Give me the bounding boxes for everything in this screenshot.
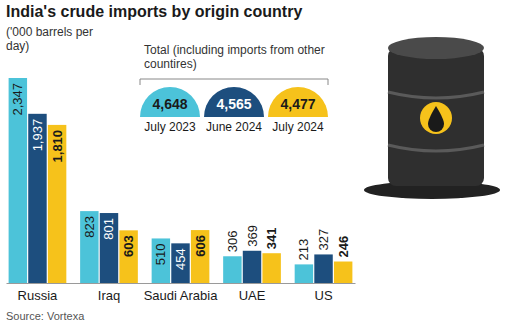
bar [262, 253, 280, 283]
x-tick: Russia [18, 283, 59, 303]
bar [9, 78, 27, 283]
bar [334, 262, 352, 283]
text-line: Total (including imports from other [144, 43, 325, 57]
x-tick-label: Russia [18, 288, 59, 303]
bar [119, 230, 137, 283]
total-label: 4,648 [152, 96, 187, 112]
bar [28, 114, 46, 283]
oil-drop [428, 106, 444, 132]
data-labels: 2,347 823 510 306 213 1,937 801 454 369 327 1,810 6… [10, 83, 350, 270]
text-line: ('000 barrels per [6, 25, 93, 39]
legend-label: June 2024 [206, 120, 262, 134]
barrel-badge [420, 102, 452, 134]
legend-label: July 2023 [144, 120, 196, 134]
bar [243, 251, 261, 283]
bar [191, 230, 209, 283]
data-label: 801 [101, 218, 116, 240]
data-label: 606 [193, 235, 208, 257]
annotation-bracket [140, 79, 328, 85]
bar [171, 243, 189, 283]
bar [223, 256, 241, 283]
data-label: 306 [225, 231, 240, 253]
data-label: 327 [316, 229, 331, 251]
total-badge [140, 87, 200, 117]
total-badge [268, 87, 328, 117]
chart-root: India's crude imports by origin country (… [0, 0, 511, 328]
x-tick-label: Iraq [98, 288, 120, 303]
x-tick: US [315, 283, 333, 303]
x-axis: Russia Iraq Saudi Arabia UAE US [7, 283, 356, 303]
data-label: 246 [336, 236, 351, 258]
data-label: 1,937 [30, 119, 45, 152]
bar [295, 264, 313, 283]
chart-subtitle: ('000 barrels perday) [6, 25, 93, 53]
data-label: 603 [121, 235, 136, 257]
bars [9, 78, 353, 283]
bar [152, 238, 170, 283]
data-label: 1,810 [50, 130, 65, 163]
barrel-top [388, 37, 484, 59]
source-note: Source: Vortexa [6, 310, 85, 322]
bar [48, 125, 66, 283]
data-label: 369 [245, 225, 260, 247]
x-tick: Iraq [98, 283, 120, 303]
bar [314, 254, 332, 283]
chart-title: India's crude imports by origin country [6, 3, 302, 20]
data-label: 823 [82, 216, 97, 238]
barrel-body [388, 48, 484, 186]
legend: Total (including imports from othercount… [140, 43, 328, 134]
data-label: 454 [173, 248, 188, 270]
barrel-ridge [388, 92, 484, 98]
data-label: 2,347 [10, 83, 25, 116]
barrel-illustration [364, 37, 500, 199]
total-label: 4,477 [280, 96, 315, 112]
data-label: 341 [264, 228, 279, 250]
total-label: 4,565 [216, 96, 251, 112]
text-line: day) [6, 39, 29, 53]
bar [100, 213, 118, 283]
bar [80, 211, 98, 283]
data-label: 510 [153, 243, 168, 265]
x-tick-label: US [315, 288, 333, 303]
annotation: Total (including imports from othercount… [144, 43, 325, 71]
x-tick-label: Saudi Arabia [144, 288, 218, 303]
total-badge [204, 87, 264, 117]
barrel-ridge [388, 145, 484, 151]
legend-label: July 2024 [272, 120, 324, 134]
x-axis-line [7, 283, 356, 284]
x-tick: UAE [239, 283, 266, 303]
x-tick-label: UAE [239, 288, 266, 303]
data-label: 213 [296, 239, 311, 261]
x-tick: Saudi Arabia [144, 283, 218, 303]
text-line: countires) [144, 57, 197, 71]
